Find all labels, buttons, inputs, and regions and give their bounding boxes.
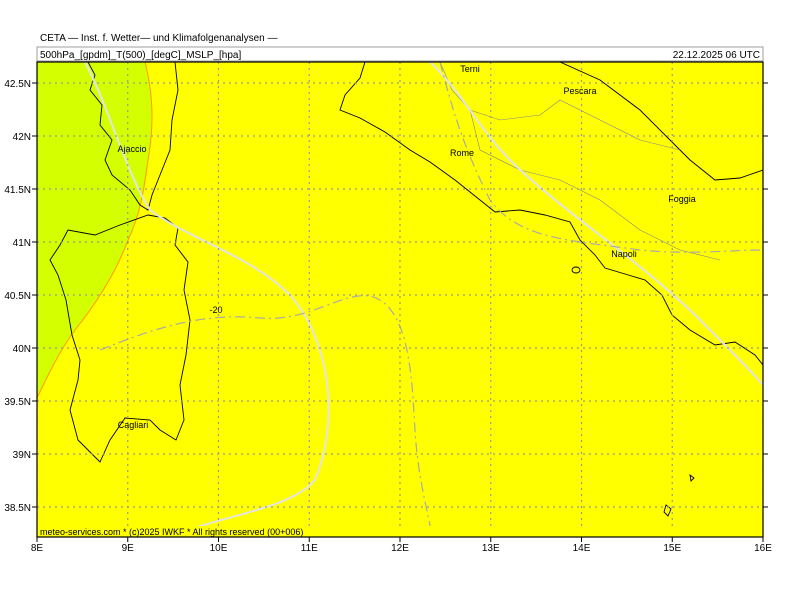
place-label: Napoli [611,249,637,259]
credit-box [37,526,763,537]
temperature-field-warm [37,62,152,398]
header-box [36,46,764,62]
credit: meteo-services.com * (c)2025 IWKF * All … [40,527,303,537]
x-tick-label: 16E [754,543,772,554]
x-tick-label: 14E [573,543,591,554]
header-fields: 500hPa_[gpdm]_T(500)_[degC]_MSLP_[hpa] [40,50,241,61]
place-label: Cagliari [118,420,149,430]
x-tick-label: 8E [31,543,44,554]
y-tick-label: 42.5N [4,79,31,90]
header-datetime: 22.12.2025 06 UTC [673,50,760,61]
geopotential-lines [99,62,763,537]
place-label: Pescara [563,86,596,96]
y-tick-label: 39.5N [4,397,31,408]
place-label: Terni [460,64,480,74]
y-tick-label: 39N [13,450,31,461]
x-tick-label: 12E [391,543,409,554]
x-tick-label: 10E [210,543,228,554]
y-tick-label: 40N [13,344,31,355]
place-label: Rome [450,148,474,158]
y-tick-label: 42N [13,132,31,143]
contour-label: -20 [209,305,222,315]
y-tick-label: 41N [13,238,31,249]
y-tick-label: 41.5N [4,185,31,196]
header-title: CETA — Inst. f. Wetter— und Klimafolgena… [40,33,278,44]
x-tick-label: 11E [301,543,318,554]
y-tick-label: 38.5N [4,503,31,514]
x-tick-label: 15E [663,543,681,554]
x-tick-label: 9E [122,543,135,554]
y-tick-label: 40.5N [4,291,31,302]
isotherm [37,62,153,399]
x-tick-label: 13E [482,543,500,554]
borders [439,62,721,261]
place-label: Foggia [668,194,696,204]
place-label: Ajaccio [117,144,146,154]
map-area: meteo-services.com * (c)2025 IWKF * All … [37,62,763,537]
